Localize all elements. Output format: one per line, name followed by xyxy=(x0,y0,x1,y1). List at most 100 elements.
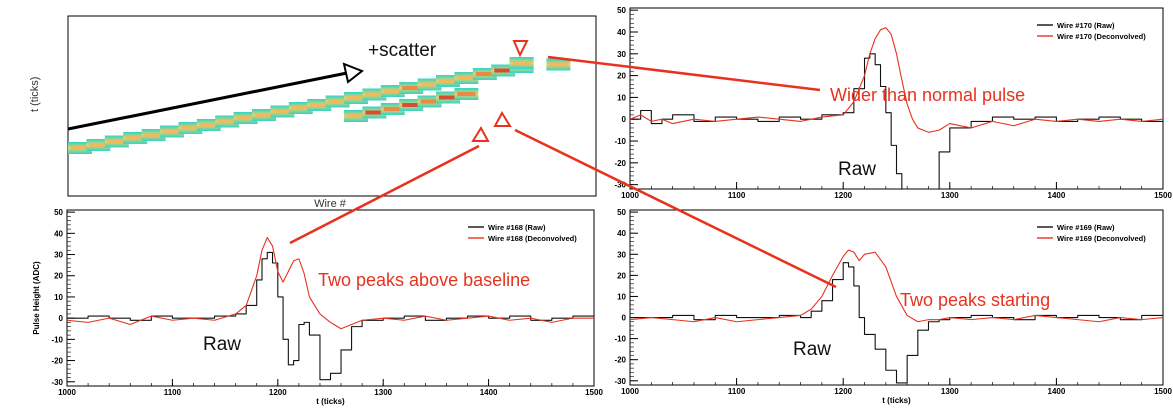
track-hit xyxy=(270,105,295,118)
track-hit xyxy=(380,85,405,97)
y-tick-label: 50 xyxy=(617,6,626,15)
track-hit xyxy=(491,64,516,77)
y-tick-label: 30 xyxy=(617,50,626,59)
y-tick-label: 30 xyxy=(617,250,626,259)
track-hit-core xyxy=(310,103,329,107)
track-hit xyxy=(325,95,350,108)
scatter-hit xyxy=(436,91,460,104)
pointer-wire-169 xyxy=(514,128,837,289)
scatter-hit xyxy=(362,106,387,119)
y-tick-label: 50 xyxy=(617,208,626,217)
scatter-hit-core xyxy=(383,107,402,111)
legend-label: Wire #169 (Raw) xyxy=(1057,223,1115,232)
legend-box xyxy=(463,217,589,247)
track-hit xyxy=(104,135,129,148)
y-tick-label: 40 xyxy=(617,28,626,37)
series-line-deconvolved xyxy=(630,27,1163,133)
hits-layer xyxy=(68,57,571,154)
track-hit-core xyxy=(126,136,145,140)
x-tick-label: 1400 xyxy=(1048,387,1066,396)
track-hit-core xyxy=(144,133,163,137)
track-direction-arrowhead xyxy=(342,62,364,84)
scatter-hit-core xyxy=(420,99,439,104)
raw-label-top-right: Raw xyxy=(838,159,876,180)
y-tick-label: -30 xyxy=(614,181,626,190)
y-tick-label: -30 xyxy=(51,378,63,387)
series-line-deconvolved xyxy=(67,237,594,330)
scatter-hit xyxy=(509,57,534,69)
series-line-raw xyxy=(630,53,1163,189)
track-hit xyxy=(436,75,460,87)
track-hit-core xyxy=(347,96,365,100)
x-tick-label: 1100 xyxy=(728,191,746,200)
track-hit xyxy=(141,129,166,141)
y-tick-label: 10 xyxy=(617,93,626,102)
raw-label-bottom-right: Raw xyxy=(793,339,831,360)
y-tick-label: -10 xyxy=(614,335,626,344)
track-hit-core xyxy=(494,68,513,73)
x-tick-label: 1000 xyxy=(58,388,76,397)
chart-wire-169: 1000 1100 1200 1300 1400 1500 -30 -20 -10 0 10 20 30… xyxy=(614,208,1172,405)
track-hit-core xyxy=(107,139,126,144)
event-display-xlabel: Wire # xyxy=(314,198,347,210)
pointer-arrowhead-168 xyxy=(471,125,490,142)
track-hit xyxy=(417,78,442,91)
track-hit-core xyxy=(383,89,402,93)
chart-wire-168: 1000 1100 1200 1300 1400 1500 -30 -20 -10 0 10 20 30… xyxy=(32,208,603,406)
track-hit xyxy=(215,115,240,128)
y-tick-label: 0 xyxy=(59,314,64,323)
track-hit xyxy=(196,119,221,131)
annotation-pointers xyxy=(289,40,837,289)
y-tick-label: 30 xyxy=(54,251,63,260)
scatter-label: +scatter xyxy=(368,40,437,61)
x-tick-label: 1100 xyxy=(728,387,746,396)
track-hit-core xyxy=(439,79,457,83)
track-hit-core xyxy=(181,126,200,130)
track-hit xyxy=(160,125,184,138)
series-line-deconvolved xyxy=(630,249,1163,323)
y-tick-label: -10 xyxy=(51,335,63,344)
scatter-hit xyxy=(344,110,368,122)
event-display-ylabel: t (ticks) xyxy=(29,77,41,112)
y-tick-label: -20 xyxy=(614,159,626,168)
event-display-panel: t (ticks) Wire # +scatter xyxy=(29,15,597,210)
series-line-raw xyxy=(67,251,594,381)
y-tick-label: -30 xyxy=(614,377,626,386)
x-tick-label: 1300 xyxy=(941,387,959,396)
plot-area xyxy=(630,249,1163,384)
track-hit-core xyxy=(365,92,384,97)
track-hit xyxy=(178,122,203,134)
x-tick-label: 1500 xyxy=(1154,191,1172,200)
x-tick-label: 1500 xyxy=(585,388,603,397)
x-axis-label: t (ticks) xyxy=(316,397,345,406)
plot-area xyxy=(67,237,594,381)
track-hit-core xyxy=(328,99,347,104)
raw-label-bottom-left: Raw xyxy=(203,334,241,355)
plot-area xyxy=(630,27,1163,189)
track-hit-core xyxy=(199,123,218,127)
track-hit xyxy=(307,99,332,111)
track-hit xyxy=(68,142,92,154)
track-hit-core xyxy=(402,86,421,90)
track-hit-core xyxy=(291,106,310,110)
x-tick-label: 1200 xyxy=(269,388,287,397)
scatter-hit-core xyxy=(439,95,457,100)
pointer-arrowhead-wider xyxy=(512,40,529,58)
x-tick-label: 1100 xyxy=(164,388,182,397)
legend-label: Wire #170 (Deconvolved) xyxy=(1057,32,1146,41)
track-hit-core xyxy=(420,82,439,87)
legend-label: Wire #170 (Raw) xyxy=(1057,21,1115,30)
x-tick-label: 1200 xyxy=(834,387,852,396)
track-hit-core xyxy=(89,143,108,147)
track-hit xyxy=(362,88,387,101)
track-hit-core xyxy=(71,146,89,150)
y-tick-label: 10 xyxy=(617,292,626,301)
track-hit-core xyxy=(273,109,292,114)
y-tick-label: -20 xyxy=(51,357,63,366)
x-tick-label: 1500 xyxy=(1154,387,1172,396)
track-hit-core xyxy=(255,113,273,117)
track-hit xyxy=(86,139,111,151)
scatter-hit-core xyxy=(512,61,531,65)
track-hit xyxy=(399,82,424,94)
